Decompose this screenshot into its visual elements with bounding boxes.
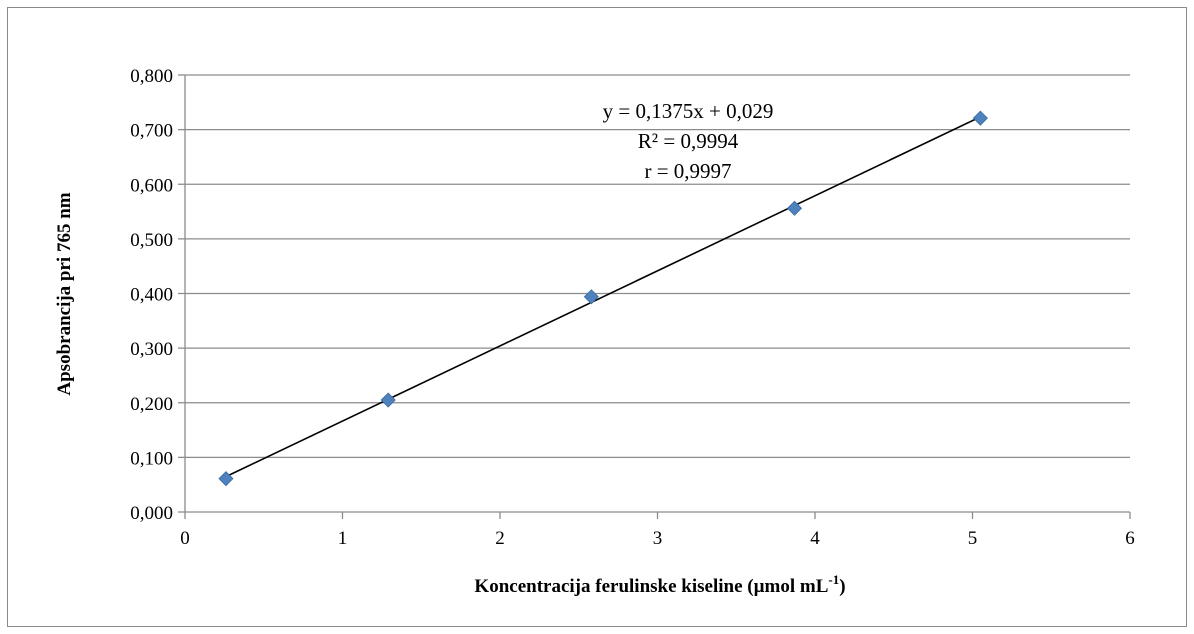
regression-annotation: R² = 0,9994	[638, 129, 739, 153]
data-point-marker	[583, 289, 599, 305]
y-axis-title: Apsobrancija pri 765 nm	[54, 192, 75, 395]
regression-annotation: y = 0,1375x + 0,029	[603, 99, 774, 123]
annotations: y = 0,1375x + 0,029 R² = 0,9994 r = 0,9997	[603, 99, 774, 183]
x-tick-labels: 0 1 2 3 4 5 6	[180, 528, 1135, 549]
y-tick-label: 0,300	[130, 339, 173, 360]
x-tick-label: 5	[968, 528, 978, 549]
y-tick-label: 0,600	[130, 175, 173, 196]
y-tick-label: 0,000	[130, 503, 173, 524]
x-tick-label: 3	[653, 528, 663, 549]
y-tick-label: 0,100	[130, 448, 173, 469]
x-tick-label: 0	[180, 528, 190, 549]
trendline	[225, 116, 981, 478]
x-axis-title-main: Koncentracija ferulinske kiseline (µmol …	[474, 576, 828, 597]
x-tick-label: 2	[495, 528, 505, 549]
chart-frame	[7, 7, 1187, 627]
y-tick-label: 0,200	[130, 394, 173, 415]
y-tick-label: 0,400	[130, 285, 173, 306]
data-point-marker	[380, 392, 396, 408]
y-tick-labels: 0,000 0,100 0,200 0,300 0,400 0,500 0,600 0,700…	[130, 66, 173, 524]
data-point-marker	[218, 471, 234, 487]
axes	[178, 74, 1131, 519]
y-tick-label: 0,700	[130, 121, 173, 142]
y-tick-label: 0,500	[130, 230, 173, 251]
x-tick-label: 6	[1125, 528, 1135, 549]
regression-annotation: r = 0,9997	[644, 159, 731, 183]
x-tick-label: 1	[338, 528, 348, 549]
data-points	[218, 110, 988, 487]
x-axis-title: Koncentracija ferulinske kiseline (µmol …	[474, 572, 845, 597]
x-axis-title-suffix: )	[839, 576, 845, 597]
data-point-marker	[786, 200, 803, 216]
linear-trendline	[225, 116, 981, 478]
y-tick-label: 0,800	[130, 66, 173, 87]
x-axis-title-sup: -1	[828, 572, 839, 587]
gridlines	[185, 74, 1130, 459]
data-point-marker	[972, 110, 988, 126]
x-tick-label: 4	[810, 528, 820, 549]
